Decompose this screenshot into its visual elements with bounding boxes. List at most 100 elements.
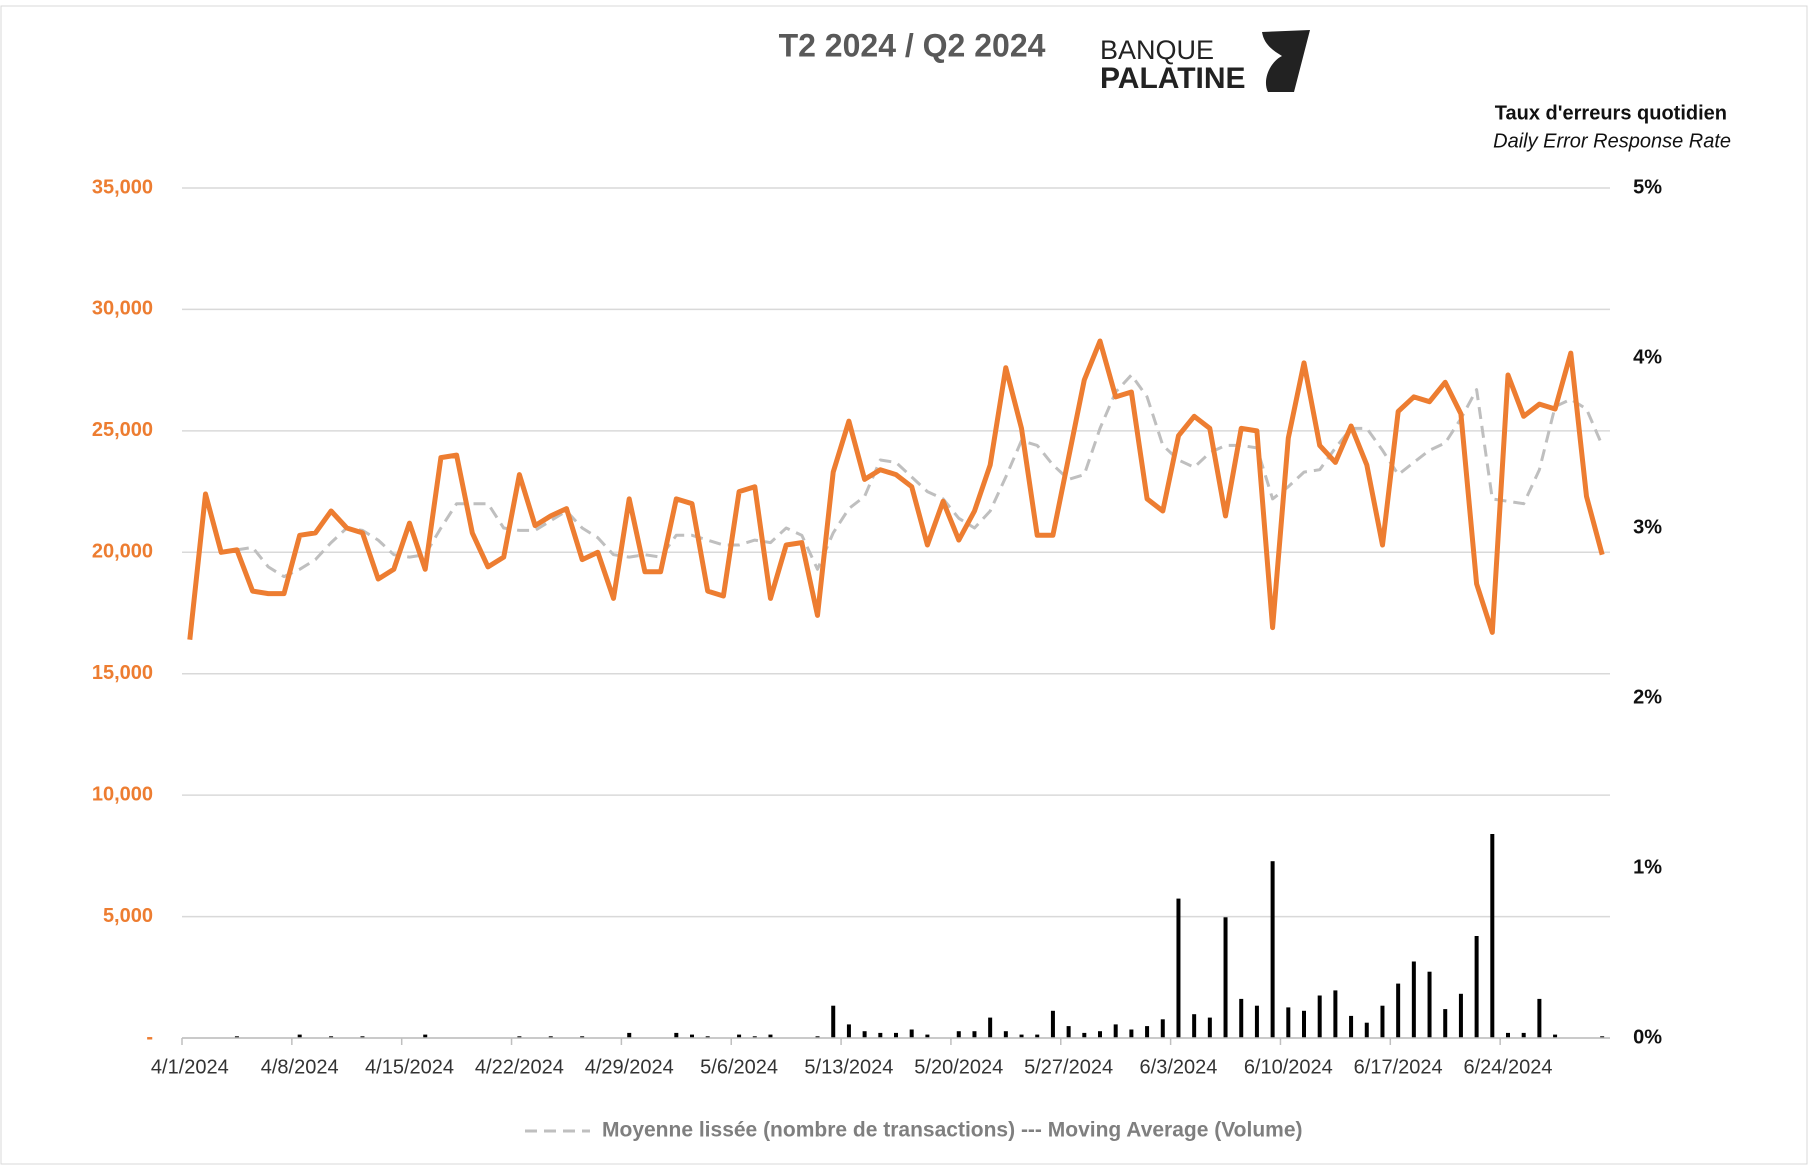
bar xyxy=(297,1034,302,1038)
y-tick-label: 10,000 xyxy=(92,783,153,805)
bar xyxy=(1082,1032,1087,1038)
y-tick-label: 5,000 xyxy=(103,905,153,927)
bar xyxy=(1176,898,1181,1038)
bar xyxy=(1474,936,1479,1038)
y-tick-label: 30,000 xyxy=(92,298,153,320)
bar xyxy=(909,1029,914,1038)
bar xyxy=(878,1032,883,1038)
x-tick-label: 5/13/2024 xyxy=(804,1056,893,1078)
bar xyxy=(674,1032,679,1038)
y-tick-label: 20,000 xyxy=(92,541,153,563)
bar xyxy=(815,1036,820,1038)
bar xyxy=(329,1036,334,1038)
bar xyxy=(894,1032,898,1038)
x-tick-label: 4/22/2024 xyxy=(475,1056,564,1078)
bar xyxy=(1537,998,1542,1038)
bar xyxy=(737,1034,742,1038)
logo-text: BANQUE xyxy=(1100,35,1214,65)
bar xyxy=(1490,834,1495,1038)
bar xyxy=(1600,1036,1605,1038)
bar xyxy=(1003,1031,1008,1038)
y2-tick-label: 2% xyxy=(1633,686,1662,708)
legend-label: Moyenne lissée (nombre de transactions) … xyxy=(602,1119,1303,1142)
bar xyxy=(768,1034,773,1038)
bar xyxy=(1050,1010,1055,1038)
frame xyxy=(0,5,1808,1165)
bar xyxy=(1207,1017,1212,1038)
x-tick-label: 6/17/2024 xyxy=(1354,1056,1443,1078)
bar xyxy=(517,1036,522,1038)
moving-average-line xyxy=(236,373,1604,579)
volume-line xyxy=(187,338,1605,640)
logo-text: PALATINE xyxy=(1100,62,1246,95)
bar xyxy=(690,1034,694,1038)
bar xyxy=(925,1034,930,1038)
x-tick-label: 4/1/2024 xyxy=(151,1056,229,1078)
bar xyxy=(360,1036,365,1038)
bar xyxy=(1239,998,1244,1038)
bar xyxy=(831,1005,836,1038)
bar xyxy=(580,1036,585,1038)
bar xyxy=(627,1032,632,1038)
bar xyxy=(1160,1019,1165,1038)
bar xyxy=(1506,1032,1510,1038)
bar xyxy=(862,1031,867,1038)
y2-tick-label: 3% xyxy=(1633,516,1662,538)
bar xyxy=(1411,961,1416,1038)
chart-title: T2 2024 / Q2 2024 xyxy=(779,27,1046,63)
bar xyxy=(1192,1014,1197,1038)
bar xyxy=(1286,1007,1291,1038)
bar xyxy=(1129,1029,1134,1038)
x-tick-label: 5/6/2024 xyxy=(700,1056,778,1078)
bar xyxy=(1113,1024,1118,1038)
bar xyxy=(846,1024,851,1038)
bar xyxy=(1443,1009,1448,1038)
bar xyxy=(1458,993,1463,1038)
bar xyxy=(1145,1026,1150,1038)
bar xyxy=(1380,1005,1385,1038)
bar xyxy=(1019,1034,1024,1038)
bar xyxy=(1349,1015,1354,1038)
bar xyxy=(1364,1022,1369,1038)
y-tick-label: 35,000 xyxy=(92,176,153,198)
bar xyxy=(1521,1032,1526,1038)
x-tick-label: 5/20/2024 xyxy=(914,1056,1003,1078)
legend: Moyenne lissée (nombre de transactions) … xyxy=(525,1119,1303,1142)
x-tick-label: 4/8/2024 xyxy=(261,1056,339,1078)
x-tick-label: 6/24/2024 xyxy=(1464,1056,1553,1078)
bar xyxy=(1302,1010,1306,1038)
bar xyxy=(1066,1026,1071,1038)
bar xyxy=(1270,861,1275,1038)
y2-tick-label: 5% xyxy=(1633,176,1662,198)
logo: BANQUE PALATINE xyxy=(1100,30,1310,95)
bar xyxy=(1223,917,1228,1038)
y2-axis-subtitle: Daily Error Response Rate xyxy=(1493,130,1731,152)
x-tick-label: 6/3/2024 xyxy=(1140,1056,1218,1078)
bar xyxy=(1553,1034,1558,1038)
bar xyxy=(1035,1034,1040,1038)
x-tick-label: 4/29/2024 xyxy=(585,1056,674,1078)
bar xyxy=(1098,1031,1102,1038)
bar xyxy=(548,1036,553,1038)
x-tick-label: 4/15/2024 xyxy=(365,1056,454,1078)
bar xyxy=(972,1031,977,1038)
y-tick-label: 25,000 xyxy=(92,419,153,441)
bar xyxy=(1427,971,1432,1038)
y2-axis-title: Taux d'erreurs quotidien xyxy=(1495,102,1727,124)
bar xyxy=(988,1017,993,1038)
bar xyxy=(1396,983,1401,1038)
bar xyxy=(1254,1005,1259,1038)
bar xyxy=(1317,995,1322,1038)
bar xyxy=(752,1036,757,1038)
y-tick-label: 15,000 xyxy=(92,662,153,684)
logo-icon xyxy=(1262,30,1310,92)
bar xyxy=(956,1031,961,1038)
bar xyxy=(423,1034,428,1038)
y2-tick-label: 0% xyxy=(1633,1026,1662,1048)
y-tick-label: - xyxy=(146,1026,153,1048)
y2-tick-label: 4% xyxy=(1633,346,1662,368)
bar xyxy=(1333,990,1338,1038)
y2-tick-label: 1% xyxy=(1633,856,1662,878)
